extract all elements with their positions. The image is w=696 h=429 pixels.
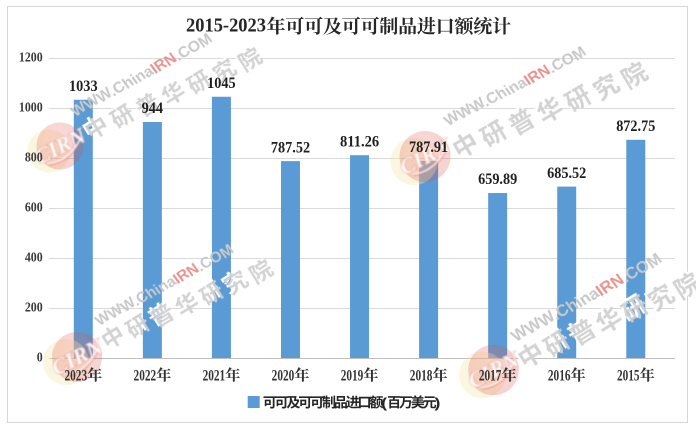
svg-text:0: 0: [37, 350, 43, 365]
svg-text:1000: 1000: [19, 100, 43, 115]
svg-text:659.89: 659.89: [478, 171, 517, 188]
svg-text:1200: 1200: [19, 50, 43, 65]
svg-text:2015-2023: 2015-2023: [186, 16, 266, 37]
svg-text:2018: 2018: [410, 368, 433, 385]
svg-text:600: 600: [25, 200, 43, 215]
svg-text:944: 944: [142, 100, 163, 117]
svg-text:2020: 2020: [272, 368, 295, 385]
svg-text:1033: 1033: [69, 78, 98, 95]
svg-text:800: 800: [25, 150, 43, 165]
svg-text:787.91: 787.91: [409, 139, 448, 156]
svg-text:): ): [434, 395, 440, 410]
svg-text:2022: 2022: [134, 368, 157, 385]
svg-text:(: (: [381, 395, 388, 410]
svg-text:872.75: 872.75: [616, 118, 655, 135]
svg-text:2023: 2023: [65, 368, 88, 385]
svg-text:2021: 2021: [203, 368, 226, 385]
svg-text:200: 200: [25, 300, 43, 315]
svg-text:811.26: 811.26: [340, 133, 379, 150]
svg-text:2019: 2019: [341, 368, 364, 385]
svg-text:2017: 2017: [479, 368, 502, 385]
svg-text:2015: 2015: [617, 368, 640, 385]
svg-text:685.52: 685.52: [547, 165, 586, 182]
svg-text:787.52: 787.52: [271, 139, 310, 156]
svg-text:2016: 2016: [548, 368, 571, 385]
svg-text:1045: 1045: [207, 75, 236, 92]
svg-text:400: 400: [25, 250, 43, 265]
